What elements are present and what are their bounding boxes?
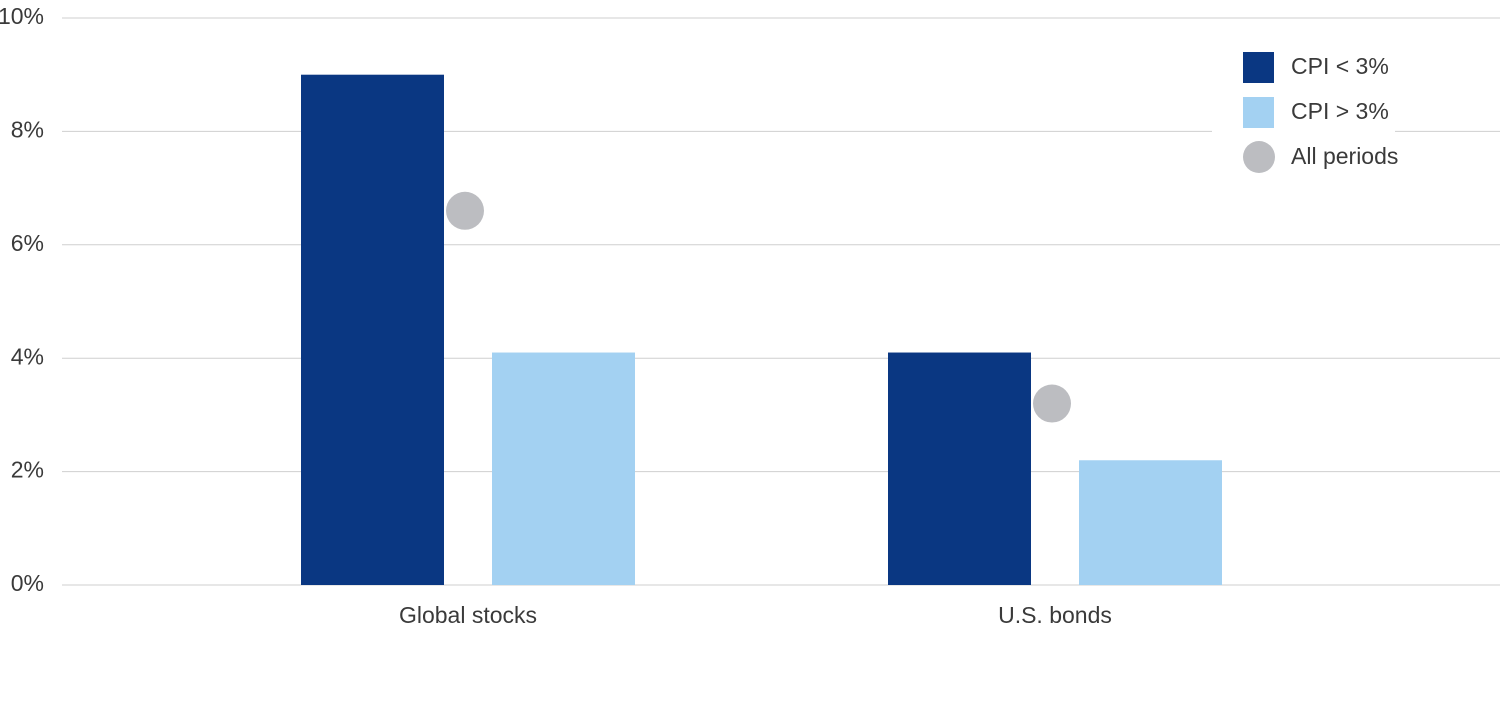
y-tick-label: 4%: [11, 343, 44, 369]
legend-label: CPI > 3%: [1291, 98, 1389, 124]
legend-swatch: [1243, 52, 1274, 83]
x-tick-label: U.S. bonds: [998, 602, 1112, 628]
y-tick-label: 2%: [11, 457, 44, 483]
y-tick-label: 6%: [11, 230, 44, 256]
legend-swatch: [1243, 97, 1274, 128]
legend-background: [1212, 40, 1395, 190]
bar: [492, 352, 635, 585]
legend: CPI < 3% CPI > 3% All periods: [1212, 40, 1398, 190]
bar: [1079, 460, 1222, 585]
x-tick-label: Global stocks: [399, 602, 537, 628]
legend-label: CPI < 3%: [1291, 53, 1389, 79]
dot: [1033, 384, 1071, 423]
y-tick-label: 8%: [11, 116, 44, 142]
y-tick-label: 10%: [0, 3, 44, 29]
legend-marker: [1243, 141, 1275, 173]
y-tick-label: 0%: [11, 570, 44, 596]
dot: [446, 191, 484, 230]
legend-label: All periods: [1291, 143, 1398, 169]
bar: [888, 352, 1031, 585]
bar: [301, 74, 444, 585]
